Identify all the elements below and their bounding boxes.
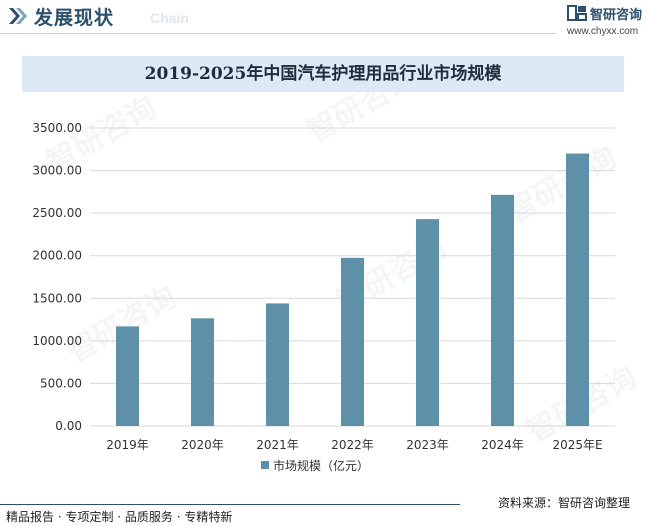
- x-tick-label: 2025年E: [552, 438, 602, 452]
- y-tick-label: 1000.00: [32, 334, 82, 348]
- data-source: 资料来源：智研咨询整理: [498, 496, 631, 510]
- bar: [116, 326, 139, 426]
- page-header: 发展现状 Chain: [0, 0, 648, 34]
- bar: [341, 257, 364, 426]
- header-title: 发展现状: [34, 7, 115, 29]
- x-axis-ticks: 2019年 2020年 2021年 2022年 2023年 2024年 2025年E: [106, 438, 602, 452]
- header-subtitle: Chain: [150, 10, 189, 26]
- grid-lines: [90, 127, 615, 427]
- y-tick-label: 1500.00: [32, 291, 82, 305]
- x-tick-label: 2024年: [481, 438, 524, 452]
- brand-name: 智研咨询: [590, 8, 643, 23]
- y-tick-label: 0.00: [55, 419, 82, 433]
- y-tick-label: 3500.00: [32, 121, 82, 135]
- chart-title-bar: 2019-2025年中国汽车护理用品行业市场规模: [22, 56, 624, 92]
- footer-divider: [0, 504, 460, 505]
- bar: [416, 219, 439, 426]
- y-tick-label: 3000.00: [32, 164, 82, 178]
- bar: [566, 153, 589, 427]
- header-divider: [0, 33, 556, 34]
- footer-tagline: 精品报告 · 专项定制 · 品质服务 · 专精特新: [6, 510, 233, 524]
- x-tick-label: 2019年: [106, 438, 149, 452]
- y-tick-label: 2500.00: [32, 206, 82, 220]
- brand-logo-icon: [567, 5, 587, 21]
- y-tick-label: 500.00: [40, 376, 82, 390]
- x-tick-label: 2021年: [256, 438, 299, 452]
- y-tick-label: 2000.00: [32, 249, 82, 263]
- brand-url: www.chyxx.com: [567, 26, 639, 37]
- double-chevron-icon: [9, 8, 27, 24]
- bar: [191, 318, 214, 426]
- legend-label: 市场规模（亿元）: [273, 458, 369, 473]
- x-tick-label: 2020年: [181, 438, 224, 452]
- y-axis-ticks: 0.00 500.00 1000.00 1500.00 2000.00 2500.00 30…: [32, 121, 82, 433]
- legend: 市场规模（亿元）: [261, 458, 369, 473]
- legend-swatch: [261, 461, 269, 469]
- chart-title: 2019-2025年中国汽车护理用品行业市场规模: [144, 64, 502, 84]
- bar: [266, 303, 289, 426]
- bar: [491, 194, 514, 426]
- x-tick-label: 2023年: [406, 438, 449, 452]
- bars: [116, 153, 589, 427]
- x-tick-label: 2022年: [331, 438, 374, 452]
